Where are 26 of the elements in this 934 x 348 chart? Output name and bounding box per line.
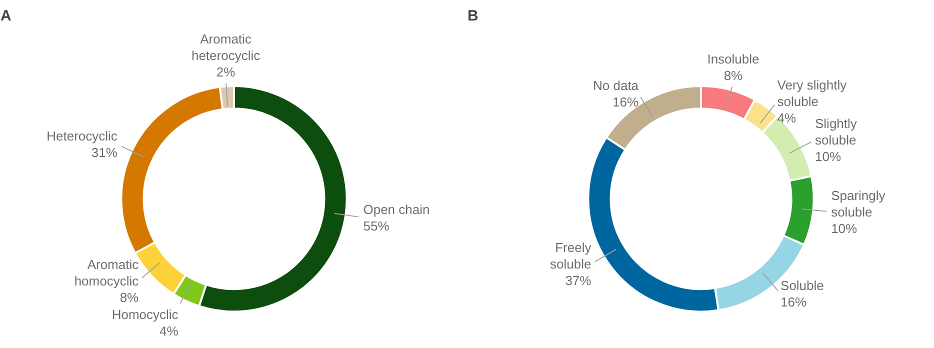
slice-label: Open chain	[363, 202, 430, 217]
slice-label: No data	[593, 78, 640, 93]
data-label: 16%	[780, 294, 807, 310]
slice-label: Sparingly soluble	[831, 188, 886, 220]
data-label: 8%	[120, 290, 140, 305]
chart-title: A	[0, 8, 12, 24]
data-label: 8%	[724, 68, 744, 83]
data-label: 16%	[612, 94, 639, 110]
data-label: 55%	[363, 218, 390, 234]
data-label: 2%	[216, 64, 236, 80]
slice-label: Aromatic homocyclic	[74, 256, 140, 288]
data-label: 10%	[814, 149, 842, 164]
slice-label: Insoluble	[707, 51, 760, 66]
slice-label: Very slightly soluble	[777, 78, 848, 110]
chart-title: B	[468, 8, 478, 24]
slice-label: Aromatic heterocyclic	[191, 31, 261, 63]
data-label: 37%	[565, 273, 592, 288]
slice-label: Freely soluble	[550, 240, 592, 272]
data-label: 4%	[160, 324, 179, 339]
slice-label: Slightly soluble	[814, 116, 858, 148]
data-label: 10%	[831, 220, 858, 236]
slice-label: Homocyclic	[112, 307, 179, 322]
data-label: 31%	[91, 145, 118, 160]
slice-label: Soluble	[780, 278, 824, 294]
data-label: 4%	[777, 110, 796, 126]
slice-label: Heterocyclic	[46, 128, 118, 144]
